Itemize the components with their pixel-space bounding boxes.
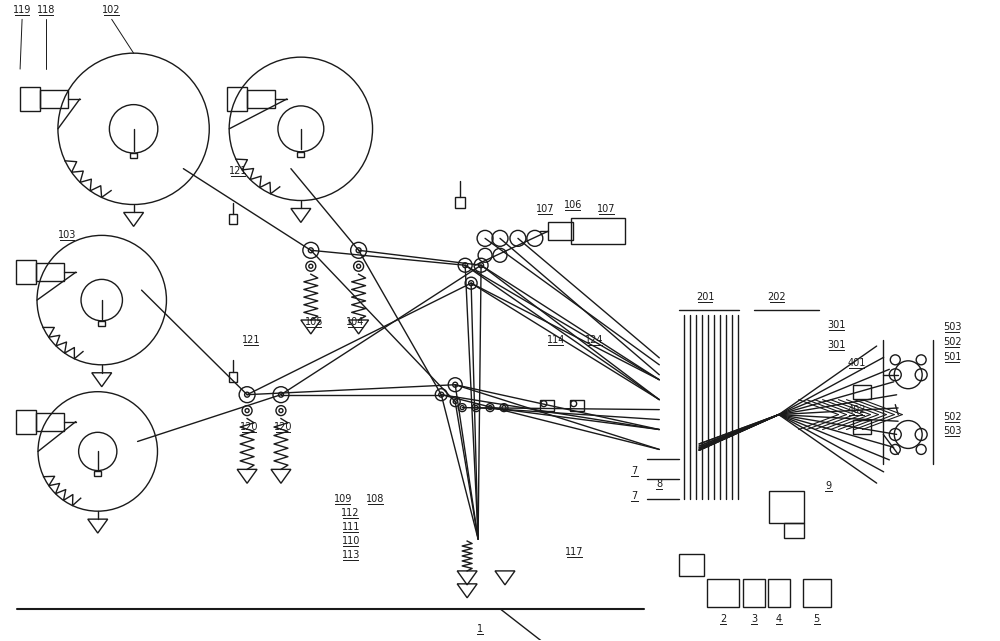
Text: 121: 121 (229, 165, 247, 176)
Text: 124: 124 (585, 335, 604, 345)
Text: 102: 102 (102, 5, 121, 15)
Bar (229, 215, 237, 224)
Text: 104: 104 (346, 317, 365, 327)
Bar (853, 420, 871, 433)
Text: 502: 502 (943, 412, 961, 422)
Text: 120: 120 (240, 422, 258, 431)
Text: 103: 103 (58, 230, 76, 240)
Text: 502: 502 (943, 337, 961, 347)
Bar (40, 90, 68, 108)
Text: 9: 9 (826, 481, 832, 491)
Text: 5: 5 (813, 613, 820, 624)
Bar (768, 579, 790, 607)
Text: 108: 108 (366, 494, 385, 504)
Bar (130, 153, 137, 158)
Bar (784, 523, 804, 538)
Bar (229, 372, 237, 382)
Text: 107: 107 (597, 204, 616, 215)
Bar (36, 263, 64, 281)
Text: 7: 7 (631, 491, 638, 501)
Bar (16, 260, 36, 284)
Bar (679, 554, 704, 576)
Bar (707, 579, 739, 607)
Text: 503: 503 (943, 322, 961, 332)
Text: 201: 201 (696, 292, 714, 302)
Text: 301: 301 (827, 320, 846, 330)
Text: 503: 503 (943, 426, 961, 437)
Text: 401: 401 (847, 358, 866, 368)
Bar (548, 222, 573, 240)
Text: 113: 113 (341, 550, 360, 560)
Text: 4: 4 (776, 613, 782, 624)
Text: 8: 8 (656, 479, 662, 489)
Text: 7: 7 (631, 466, 638, 476)
Text: 111: 111 (341, 522, 360, 532)
Text: 107: 107 (536, 204, 554, 215)
Text: 2: 2 (720, 613, 726, 624)
Bar (743, 579, 765, 607)
Bar (571, 219, 625, 244)
Bar (769, 491, 804, 523)
Bar (20, 87, 40, 111)
Text: 501: 501 (943, 352, 961, 362)
Bar (540, 399, 554, 411)
Text: 119: 119 (13, 5, 31, 15)
Text: 120: 120 (274, 422, 292, 431)
Bar (853, 385, 871, 399)
Bar (297, 152, 304, 157)
Text: 1: 1 (477, 624, 483, 634)
Text: 105: 105 (305, 317, 323, 327)
Text: 114: 114 (547, 335, 565, 345)
Text: 202: 202 (767, 292, 786, 302)
Bar (247, 90, 275, 108)
Text: 301: 301 (827, 340, 846, 350)
Bar (570, 399, 584, 411)
Bar (803, 579, 831, 607)
Bar (227, 87, 247, 111)
Bar (94, 470, 101, 476)
Text: 117: 117 (565, 547, 584, 557)
Text: 402: 402 (847, 404, 866, 415)
Text: 3: 3 (751, 613, 757, 624)
Text: 110: 110 (341, 536, 360, 546)
Text: 121: 121 (242, 335, 260, 345)
Bar (455, 197, 465, 208)
Text: 109: 109 (333, 494, 352, 504)
Text: 112: 112 (341, 508, 360, 518)
Bar (98, 320, 105, 326)
Bar (36, 413, 64, 431)
Text: 106: 106 (563, 201, 582, 210)
Bar (16, 410, 36, 433)
Text: 118: 118 (37, 5, 55, 15)
